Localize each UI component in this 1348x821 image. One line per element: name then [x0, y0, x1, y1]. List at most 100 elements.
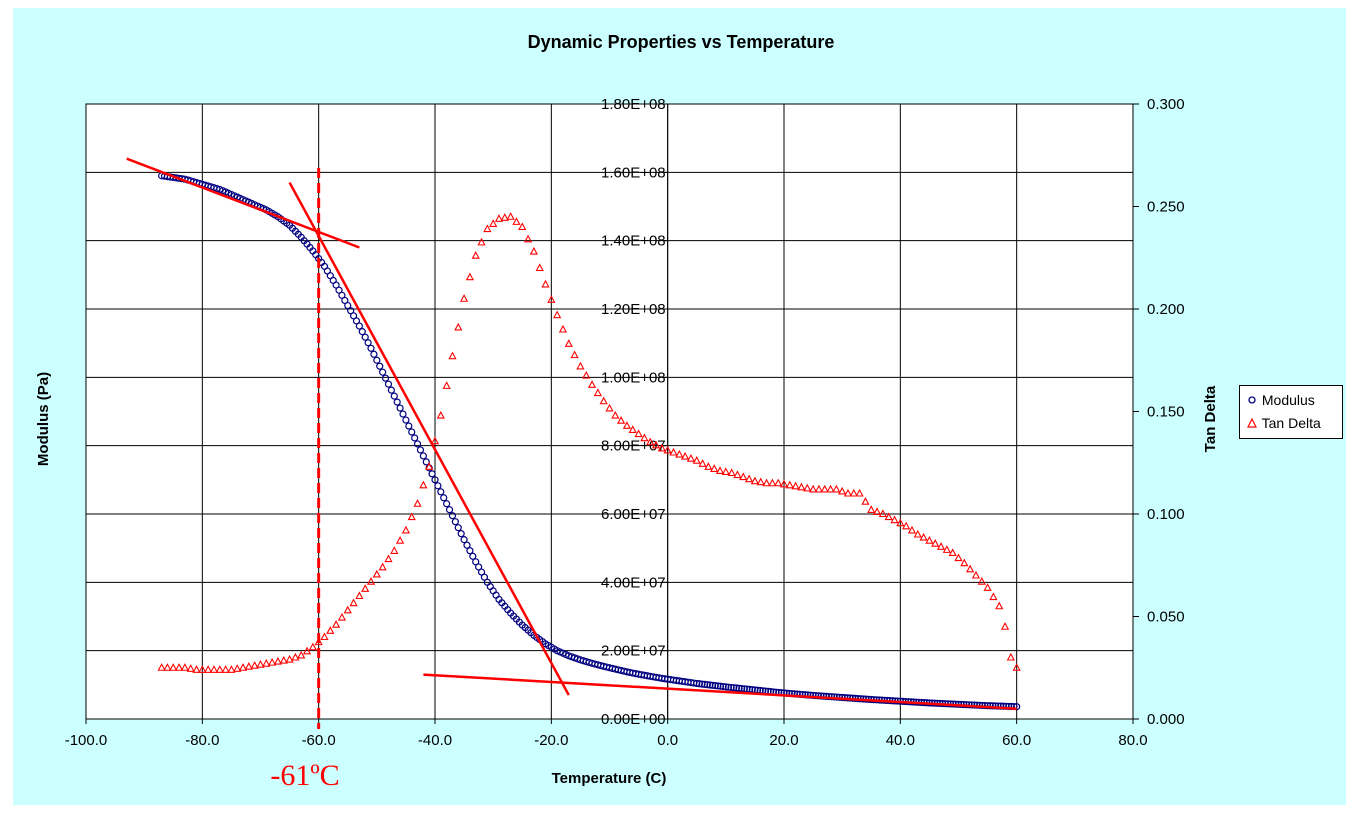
tan-delta-point: [564, 339, 573, 347]
tan-delta-point: [320, 632, 329, 641]
tan-delta-point: [454, 322, 463, 331]
tan-delta-point: [744, 474, 754, 483]
tan-delta-point: [884, 512, 893, 521]
modulus-point: [381, 374, 390, 382]
tan-delta-point: [971, 570, 981, 579]
modulus-point: [355, 322, 363, 330]
modulus-point: [457, 530, 465, 538]
tan-delta-point: [570, 350, 579, 359]
modulus-point: [475, 563, 483, 571]
modulus-point: [373, 356, 381, 364]
tan-delta-point: [361, 584, 370, 592]
modulus-point: [411, 434, 419, 442]
modulus-point: [364, 339, 372, 347]
tan-delta-point: [820, 484, 829, 493]
tan-delta-point: [750, 476, 760, 485]
tan-delta-point: [599, 396, 608, 405]
tan-delta-series: [157, 212, 1021, 673]
y-axis-right-label: Tan Delta: [1202, 385, 1219, 452]
y-left-tick-label: 1.00E+08: [601, 369, 666, 386]
tan-delta-point: [995, 601, 1004, 610]
tan-delta-point: [960, 558, 969, 567]
tan-delta-point: [518, 222, 527, 231]
modulus-point: [352, 317, 361, 325]
modulus-point: [817, 692, 825, 700]
tan-delta-point: [268, 657, 277, 666]
modulus-point: [1013, 703, 1021, 711]
y-left-tick-label: 4.00E+07: [601, 574, 666, 591]
tan-delta-point: [157, 663, 166, 671]
tan-delta-point: [704, 462, 713, 470]
tan-delta-point: [628, 425, 637, 434]
tan-delta-point: [448, 351, 457, 360]
y-left-tick-label: 2.00E+07: [601, 643, 666, 660]
tan-delta-point: [541, 279, 550, 288]
modulus-point: [711, 682, 719, 690]
legend-label-modulus: Modulus: [1261, 392, 1315, 408]
modulus-point: [413, 440, 422, 448]
tan-delta-point: [715, 466, 725, 475]
modulus-point: [812, 692, 820, 700]
tan-delta-point: [651, 440, 661, 449]
modulus-point: [434, 482, 442, 490]
modulus-point: [701, 680, 709, 688]
tan-delta-point: [308, 642, 317, 651]
x-tick-label: -40.0: [418, 732, 452, 749]
modulus-point: [361, 333, 369, 341]
tan-delta-point: [547, 295, 556, 303]
tan-delta-point: [698, 459, 707, 467]
tan-delta-point: [925, 535, 934, 544]
tan-delta-point: [838, 486, 847, 495]
modulus-point: [703, 681, 711, 689]
tan-delta-point: [366, 576, 376, 585]
tan-delta-point: [209, 665, 219, 673]
modulus-point: [396, 404, 404, 412]
chart-svg: -100.0 -80.0 -60.0 -40.0 -20.0 0.0 20.0 40.0 60.…: [35, 32, 1219, 792]
tan-delta-point: [774, 478, 783, 487]
tan-delta-point: [529, 246, 538, 255]
tan-delta-point: [180, 663, 189, 671]
tan-delta-point: [692, 456, 701, 464]
modulus-point: [738, 684, 746, 693]
tangent-line: [423, 673, 1017, 710]
tan-delta-point: [646, 437, 655, 446]
modulus-point: [806, 691, 815, 699]
y-left-tick-label: 0.00E+00: [601, 711, 666, 728]
tan-delta-point: [436, 410, 445, 419]
tan-delta-point: [523, 234, 533, 243]
tan-delta-point: [803, 483, 812, 492]
modulus-point: [443, 500, 451, 508]
tan-delta-point: [395, 535, 405, 544]
tan-delta-point: [640, 433, 649, 442]
modulus-point: [431, 476, 439, 484]
tan-delta-point: [553, 310, 562, 319]
tan-delta-point: [465, 272, 475, 281]
tan-delta-point: [634, 429, 643, 438]
tangent-line: [126, 157, 360, 249]
tan-delta-point: [291, 652, 300, 661]
tan-delta-point: [215, 665, 224, 673]
tan-delta-point: [907, 525, 917, 534]
x-tick-label: -100.0: [65, 732, 108, 749]
tan-delta-point: [686, 453, 696, 462]
tan-delta-point: [977, 576, 986, 585]
tan-delta-point: [1012, 663, 1021, 671]
y-right-tick-label: 0.200: [1147, 301, 1185, 318]
modulus-point: [730, 684, 738, 692]
y-left-tick-label: 1.40E+08: [601, 233, 666, 250]
circle-marker-icon: [1246, 390, 1258, 410]
chart-title: Dynamic Properties vs Temperature: [528, 32, 835, 52]
tan-delta-point: [587, 380, 597, 388]
annotations: [126, 157, 1017, 729]
tan-delta-point: [378, 562, 387, 571]
x-axis-label: Temperature (C): [552, 770, 667, 787]
tan-delta-point: [390, 546, 399, 554]
modulus-point: [376, 362, 384, 370]
tan-delta-point: [221, 665, 230, 673]
tan-delta-point: [727, 468, 736, 477]
tan-delta-point: [413, 499, 422, 507]
tan-delta-point: [471, 251, 480, 259]
modulus-point: [693, 679, 701, 688]
modulus-point: [422, 458, 430, 466]
tan-delta-point: [192, 665, 201, 673]
